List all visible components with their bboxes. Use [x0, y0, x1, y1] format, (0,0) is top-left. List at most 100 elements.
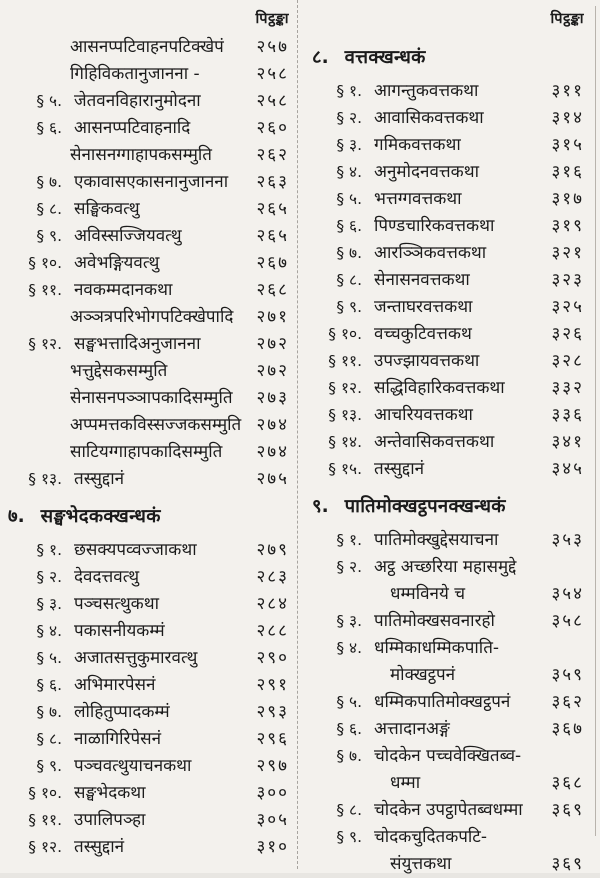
entry-page-number: २८८: [256, 621, 289, 641]
chapter-title: सङ्घभेदकक्खन्धकं: [40, 506, 161, 527]
entry-page-number: २७४: [256, 415, 289, 435]
entry-page-number: ३५४: [551, 584, 584, 604]
entry-page-number: ३६२: [551, 692, 584, 712]
entry-page-number: २६८: [256, 280, 289, 300]
entry-title: पातिमोक्खुद्देसयाचना: [374, 530, 499, 550]
entry-title: अट्ठ अच्छरिया महासमुद्दे: [374, 557, 517, 577]
section-marker: § १२.: [328, 379, 362, 397]
section-marker: § ४.: [36, 622, 62, 640]
toc-entry-row: § ७. एकावासएकासनानुजानना २६३: [8, 169, 289, 196]
toc-entry-row: § १. छसक्यपव्वज्जाकथा २७९: [8, 537, 289, 564]
page-number-column-header: पिट्ठङ्का: [550, 11, 584, 27]
entry-page-number: ३५३: [551, 530, 584, 550]
entry-page-number: २५७: [256, 37, 289, 57]
entry-page-number: २५८: [256, 64, 289, 84]
section-marker: § १.: [336, 82, 362, 100]
entry-page-number: ३२३: [551, 270, 584, 290]
entry-title: छसक्यपव्वज्जाकथा: [74, 540, 197, 560]
entry-page-number: ३१५: [551, 135, 584, 155]
toc-subentry-row: सेनासनपञ्ञापकादिसम्मुति २७३: [8, 385, 289, 412]
entry-title: जन्ताघरवत्तकथा: [374, 297, 473, 317]
section-marker: § ८.: [36, 200, 62, 218]
toc-subentry-row: अञ्ञत्रपरिभोगपटिक्खेपादि २७१: [8, 304, 289, 331]
entry-title: सङ्घभेदकथा: [74, 783, 146, 803]
toc-entry-row: § ९. पञ्चवत्थुयाचनकथा २९७: [8, 753, 289, 780]
entry-title: पिण्डचारिकवत्तकथा: [374, 216, 495, 236]
toc-entry-row: § १०. अवेभङ्गियवत्थु २६७: [8, 250, 289, 277]
section-marker: § १.: [36, 541, 62, 559]
toc-entry-row: § ५. धम्मिकपातिमोक्खट्ठपनं ३६२: [312, 689, 584, 716]
section-marker: § १३.: [328, 406, 362, 424]
toc-entry-row: § ८. नाळागिरिपेसनं २९६: [8, 726, 289, 753]
entry-page-number: २७४: [256, 442, 289, 462]
toc-entry-row: § ८. सेनासनवत्तकथा ३२३: [312, 267, 584, 294]
section-marker: § ११.: [28, 281, 62, 299]
toc-entry-row-line1: § ७. चोदकेन पच्चवेक्खितब्व-: [312, 743, 584, 770]
entry-title: सङ्घभत्तादिअनुजानना: [74, 334, 201, 354]
page-number-column-header: पिट्ठङ्का: [255, 11, 289, 27]
entry-title: नाळागिरिपेसनं: [74, 729, 162, 749]
section-marker: § ३.: [336, 136, 362, 154]
toc-entry-row: § १२. सङ्घभत्तादिअनुजानना २७२: [8, 331, 289, 358]
entry-page-number: ३५८: [551, 611, 584, 631]
entry-page-number: ३१६: [551, 162, 584, 182]
toc-entry-row: § ६. आसनप्पटिवाहनादि २६०: [8, 115, 289, 142]
entry-page-number: ३२५: [551, 297, 584, 317]
chapter-heading: ८. वत्तक्खन्धकं: [312, 44, 584, 71]
toc-entry-row: § १२. तस्सुद्दानं ३१०: [8, 834, 289, 861]
chapter-title: वत्तक्खन्धकं: [344, 47, 426, 68]
entry-title: गमिकवत्तकथा: [374, 135, 461, 155]
entry-title: सेनासनवत्तकथा: [374, 270, 470, 290]
toc-entry-row: § १. पातिमोक्खुद्देसयाचना ३५३: [312, 527, 584, 554]
section-marker: § ११.: [28, 811, 62, 829]
entry-page-number: ३२८: [551, 351, 584, 371]
entry-title: देवदत्तवत्थु: [74, 567, 140, 587]
entry-page-number: ३१४: [551, 108, 584, 128]
entry-title: आसनप्पटिवाहनादि: [74, 118, 191, 138]
entry-title: सेनासनग्गाहापकसम्मुति: [70, 145, 212, 165]
toc-entry-row-line2: धम्मा ३६८: [312, 770, 584, 797]
toc-entry-row: § १४. अन्तेवासिकवत्तकथा ३४१: [312, 429, 584, 456]
toc-entry-row: § ८. चोदकेन उपट्ठापेतब्वधम्मा ३६९: [312, 797, 584, 824]
chapter-heading: ९. पातिमोक्खट्ठपनक्खन्धकं: [312, 493, 584, 520]
section-marker: § १०.: [328, 325, 362, 343]
section-marker: § ६.: [36, 119, 62, 137]
section-marker: § ७.: [36, 703, 62, 721]
section-marker: § ९.: [336, 828, 362, 846]
entry-title-continuation: धम्मविनये च: [390, 584, 466, 604]
entry-title-continuation: धम्मा: [390, 773, 421, 793]
toc-subentry-row: गिहिविकतानुजानना - २५८: [8, 61, 289, 88]
entry-page-number: ३२१: [551, 243, 584, 263]
toc-subentry-row: भत्तुद्देसकसम्मुति २७२: [8, 358, 289, 385]
section-marker: § ३.: [336, 612, 362, 630]
section-marker: § ८.: [36, 730, 62, 748]
toc-subentry-row: अप्पमत्तकविस्सज्जकसम्मुति २७४: [8, 412, 289, 439]
toc-entry-row: § १०. वच्चकुटिवत्तकथ ३२६: [312, 321, 584, 348]
entry-title: अन्तेवासिकवत्तकथा: [374, 432, 495, 452]
entry-page-number: २६०: [256, 118, 289, 138]
toc-entry-row: § ६. अभिमारपेसनं २९१: [8, 672, 289, 699]
entry-title: साटियग्गाहापकादिसम्मुति: [70, 442, 223, 462]
section-marker: § ९.: [336, 298, 362, 316]
section-marker: § ६.: [336, 217, 362, 235]
toc-entries-right: ८. वत्तक्खन्धकं § १. आगन्तुकवत्तकथा ३११ § २. आ…: [312, 44, 584, 878]
entry-page-number: ३५९: [551, 665, 584, 685]
toc-entry-row: § १०. सङ्घभेदकथा ३००: [8, 780, 289, 807]
entry-title: अजातसत्तुकुमारवत्थु: [74, 648, 198, 668]
entry-page-number: ३६७: [551, 719, 584, 739]
section-marker: § ६.: [336, 720, 362, 738]
toc-entry-row-line2: संयुत्तकथा ३६९: [312, 851, 584, 878]
entry-page-number: ३४५: [551, 459, 584, 479]
section-marker: § ८.: [336, 271, 362, 289]
column-divider-rule: [297, 0, 298, 869]
toc-entry-row: § १२. सद्धिविहारिकवत्तकथा ३३२: [312, 375, 584, 402]
toc-entry-row-line1: § ४. धम्मिकाधम्मिकपाति-: [312, 635, 584, 662]
entry-page-number: २७२: [256, 334, 289, 354]
section-marker: § २.: [336, 109, 362, 127]
entry-title: अविस्सज्जियवत्थु: [74, 226, 182, 246]
section-marker: § २.: [36, 568, 62, 586]
section-marker: § ५.: [36, 649, 62, 667]
entry-title: अभिमारपेसनं: [74, 675, 156, 695]
section-marker: § १०.: [28, 254, 62, 272]
